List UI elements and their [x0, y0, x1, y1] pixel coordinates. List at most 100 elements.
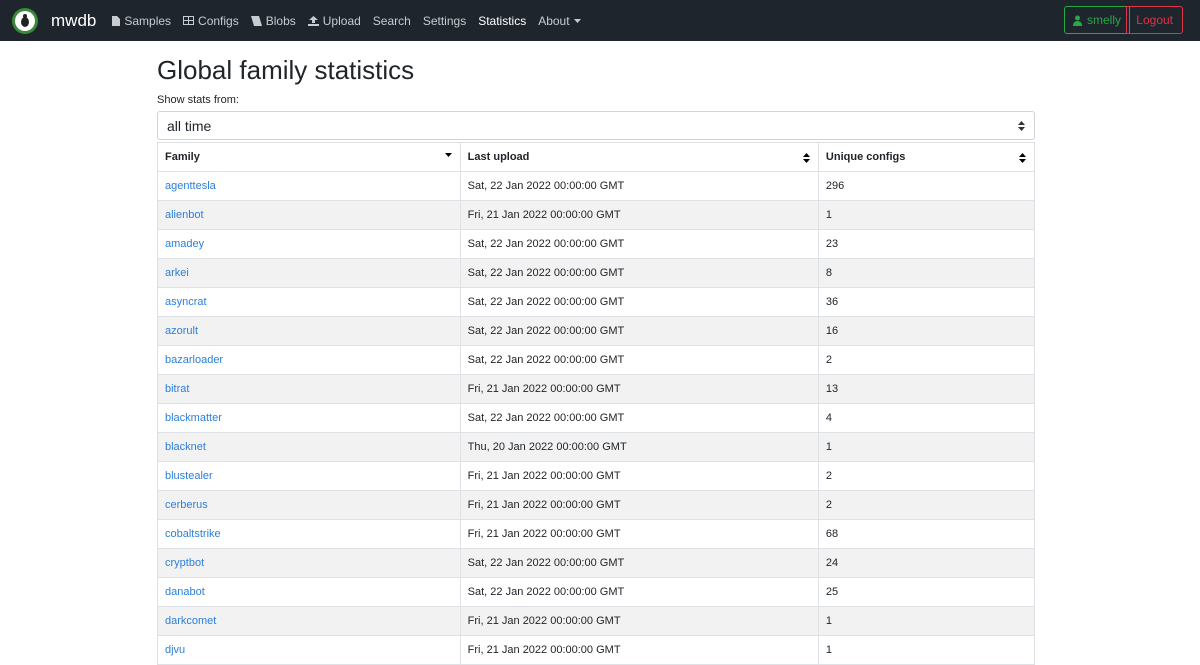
nav-link[interactable]: Samples — [112, 14, 171, 28]
family-link[interactable]: danabot — [165, 586, 205, 598]
nav-link-text: Configs — [198, 13, 239, 28]
table-row: alienbot Fri, 21 Jan 2022 00:00:00 GMT 1 — [157, 200, 1036, 230]
table-cell: Fri, 21 Jan 2022 00:00:00 GMT — [459, 606, 819, 636]
nav-link[interactable]: Search — [373, 14, 411, 28]
table-cell: Fri, 21 Jan 2022 00:00:00 GMT — [459, 519, 819, 549]
table-cell: 36 — [817, 287, 1036, 317]
cell-text: 1 — [825, 209, 833, 221]
table-cell: blackmatter — [157, 403, 461, 433]
logo[interactable] — [11, 7, 39, 35]
table-cell: 2 — [817, 345, 1036, 375]
table-row: asyncrat Sat, 22 Jan 2022 00:00:00 GMT 36 — [157, 287, 1036, 317]
table-cell: 1 — [817, 200, 1036, 230]
column-header[interactable]: Unique configs — [817, 142, 1036, 172]
logout-button[interactable]: Logout — [1126, 6, 1183, 34]
cell-text: Sat, 22 Jan 2022 00:00:00 GMT — [467, 238, 625, 250]
cell-text: Fri, 21 Jan 2022 00:00:00 GMT — [467, 615, 621, 627]
cell-text: Sat, 22 Jan 2022 00:00:00 GMT — [467, 296, 625, 308]
content: Global family statistics Show stats from… — [157, 41, 1036, 665]
table-cell: danabot — [157, 577, 461, 607]
nav-link[interactable]: Blobs — [250, 14, 296, 28]
table-cell: 2 — [817, 490, 1036, 520]
table-row: agenttesla Sat, 22 Jan 2022 00:00:00 GMT 2… — [157, 171, 1036, 201]
table-row: blustealer Fri, 21 Jan 2022 00:00:00 GMT 2 — [157, 461, 1036, 491]
nav-link[interactable]: Settings — [423, 14, 466, 28]
cell-text: Sat, 22 Jan 2022 00:00:00 GMT — [467, 325, 625, 337]
column-header[interactable]: Family — [157, 142, 461, 172]
column-header[interactable]: Last upload — [459, 142, 819, 172]
family-link[interactable]: darkcomet — [165, 615, 217, 627]
cell-text: 1 — [825, 441, 833, 453]
cell-text: 24 — [825, 557, 839, 569]
table-cell: 68 — [817, 519, 1036, 549]
cell-text: 16 — [825, 325, 839, 337]
nav-link-text: Samples — [124, 13, 172, 28]
table-cell: 24 — [817, 548, 1036, 578]
table-cell: azorult — [157, 316, 461, 346]
brand[interactable]: mwdb — [51, 10, 97, 30]
cell-text: 4 — [825, 412, 833, 424]
family-link[interactable]: blustealer — [165, 470, 213, 482]
nav-link[interactable]: About — [538, 13, 581, 28]
table-cell: 1 — [817, 635, 1036, 665]
navbar: mwdb Samples Configs Blobs Upload Search Sett… — [0, 0, 1200, 41]
table-cell: 1 — [817, 432, 1036, 462]
cell-text: 36 — [825, 296, 839, 308]
family-link[interactable]: blacknet — [165, 441, 206, 453]
cell-text: Sat, 22 Jan 2022 00:00:00 GMT — [467, 180, 625, 192]
filter-label: Show stats from: — [157, 94, 239, 106]
nav-link[interactable]: Configs — [183, 14, 239, 28]
table-cell: Sat, 22 Jan 2022 00:00:00 GMT — [459, 345, 819, 375]
table-cell: 8 — [817, 258, 1036, 288]
table-cell: Sat, 22 Jan 2022 00:00:00 GMT — [459, 229, 819, 259]
table-row: darkcomet Fri, 21 Jan 2022 00:00:00 GMT 1 — [157, 606, 1036, 636]
table-cell: 16 — [817, 316, 1036, 346]
family-link[interactable]: agenttesla — [165, 180, 216, 192]
family-link[interactable]: asyncrat — [165, 296, 207, 308]
table-row: amadey Sat, 22 Jan 2022 00:00:00 GMT 23 — [157, 229, 1036, 259]
table-row: cobaltstrike Fri, 21 Jan 2022 00:00:00 GM… — [157, 519, 1036, 549]
table-cell: Sat, 22 Jan 2022 00:00:00 GMT — [459, 287, 819, 317]
family-link[interactable]: amadey — [165, 238, 205, 250]
table-cell: 2 — [817, 461, 1036, 491]
table-cell: Fri, 21 Jan 2022 00:00:00 GMT — [459, 461, 819, 491]
family-link[interactable]: bitrat — [165, 383, 190, 395]
family-link[interactable]: cobaltstrike — [165, 528, 221, 540]
cell-text: Fri, 21 Jan 2022 00:00:00 GMT — [467, 644, 621, 656]
nav-link[interactable]: Statistics — [478, 14, 526, 28]
table-cell: Fri, 21 Jan 2022 00:00:00 GMT — [459, 200, 819, 230]
family-link[interactable]: djvu — [165, 644, 186, 656]
family-link[interactable]: alienbot — [165, 209, 204, 221]
table-cell: blustealer — [157, 461, 461, 491]
cell-text: 23 — [825, 238, 839, 250]
table-cell: Sat, 22 Jan 2022 00:00:00 GMT — [459, 171, 819, 201]
cell-text: 296 — [825, 180, 845, 192]
nav-links: Samples Configs Blobs Upload Search Settings S… — [112, 14, 592, 28]
user-button[interactable]: smelly — [1063, 6, 1130, 34]
table-cell: djvu — [157, 635, 461, 665]
stats-table: Family Last upload Unique configs agenttesl… — [157, 142, 1036, 665]
table-cell: cerberus — [157, 490, 461, 520]
nav-link[interactable]: Upload — [307, 13, 361, 28]
cell-text: Fri, 21 Jan 2022 00:00:00 GMT — [467, 209, 621, 221]
cell-text: Fri, 21 Jan 2022 00:00:00 GMT — [467, 528, 621, 540]
table-cell: bazarloader — [157, 345, 461, 375]
family-link[interactable]: azorult — [165, 325, 199, 337]
page-title: Global family statistics — [157, 55, 415, 85]
nav-link-text: Settings — [422, 13, 467, 28]
family-link[interactable]: cerberus — [165, 499, 208, 511]
user-name: smelly — [1086, 13, 1121, 27]
table-cell: agenttesla — [157, 171, 461, 201]
cell-text: Sat, 22 Jan 2022 00:00:00 GMT — [467, 354, 625, 366]
family-link[interactable]: bazarloader — [165, 354, 224, 366]
family-link[interactable]: arkei — [165, 267, 189, 279]
family-link[interactable]: cryptbot — [165, 557, 205, 569]
cell-text: 2 — [825, 499, 833, 511]
nav-link-text: About — [538, 13, 570, 28]
filter-select[interactable]: all time — [157, 111, 1035, 140]
table-row: blacknet Thu, 20 Jan 2022 00:00:00 GMT 1 — [157, 432, 1036, 462]
family-link[interactable]: blackmatter — [165, 412, 222, 424]
nav-link-text: Upload — [322, 13, 361, 28]
table-cell: darkcomet — [157, 606, 461, 636]
cell-text: Fri, 21 Jan 2022 00:00:00 GMT — [467, 470, 621, 482]
